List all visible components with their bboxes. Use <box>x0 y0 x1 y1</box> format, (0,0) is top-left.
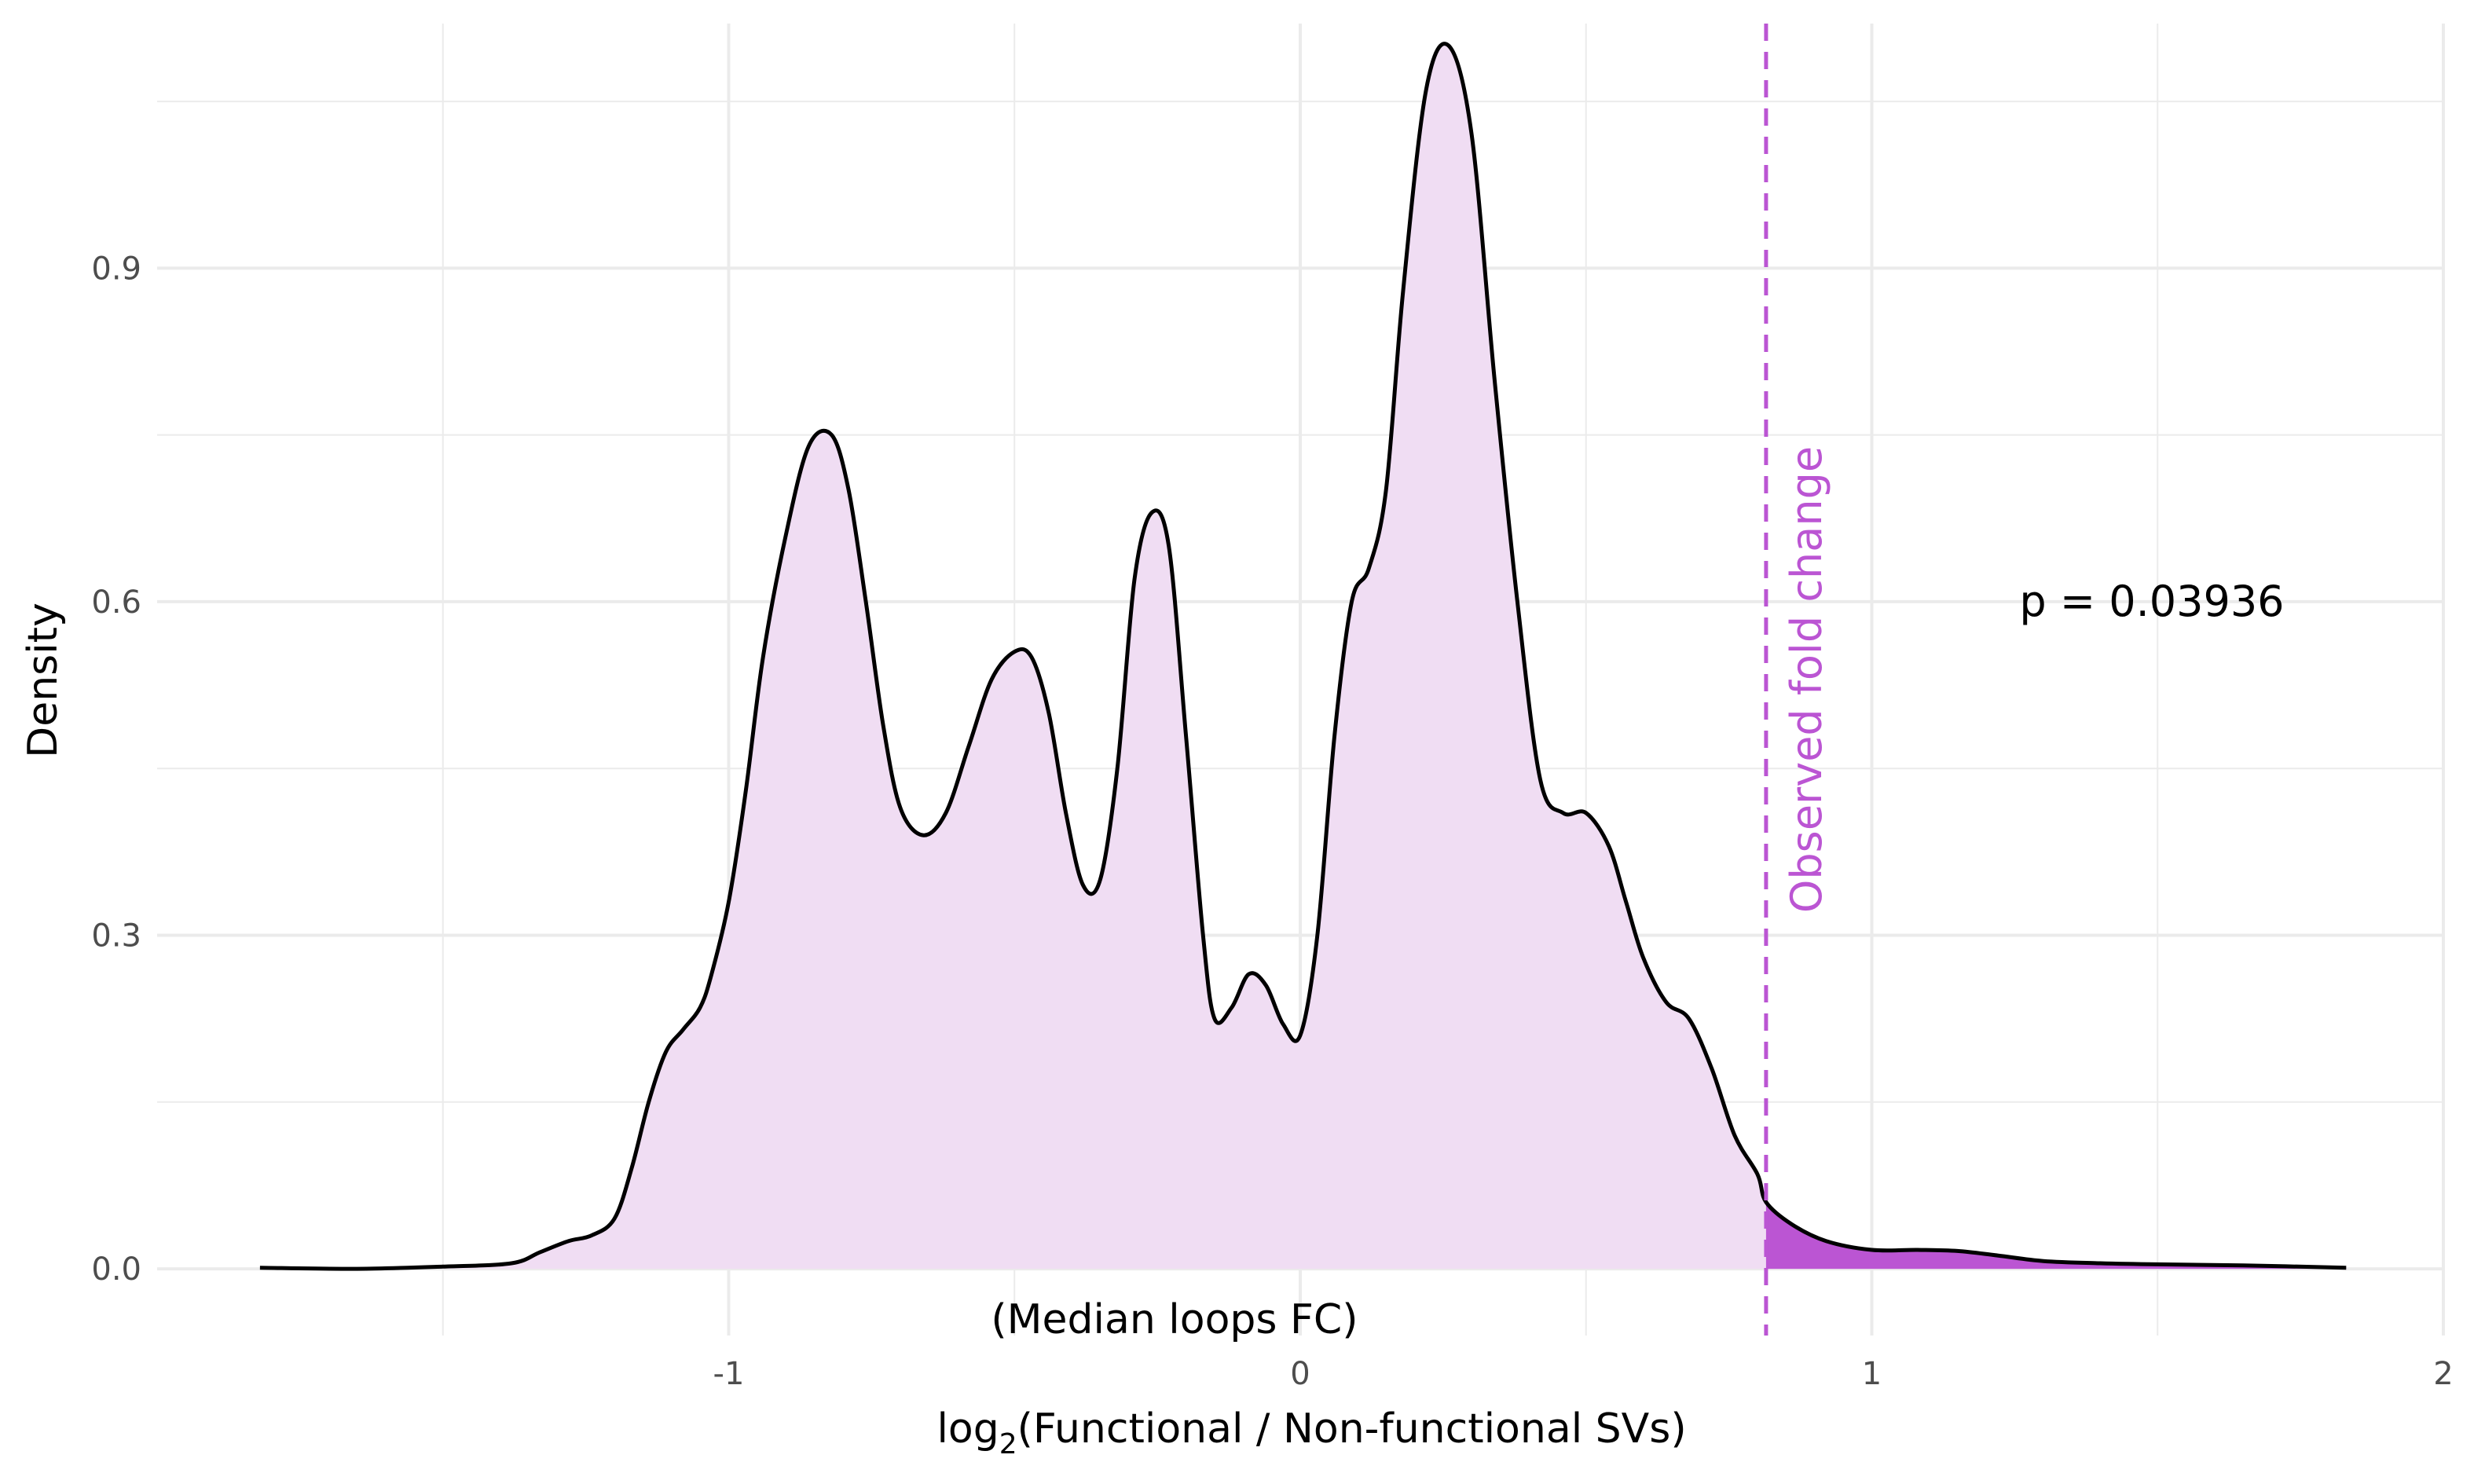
tail-area <box>1765 1202 2347 1270</box>
x-axis-title: log2(Functional / Non-functional SVs) <box>936 1405 1686 1460</box>
density-line <box>259 42 2347 1271</box>
y-axis-title: Density <box>20 603 67 758</box>
y-tick-label: 0.3 <box>91 918 141 955</box>
x-tick-label: 2 <box>2433 1356 2453 1392</box>
x-tick-label: 1 <box>1862 1356 1882 1392</box>
x-axis-title-rest: (Functional / Non-functional SVs) <box>1017 1405 1687 1453</box>
observed-fold-change-label: Observed fold change <box>1782 446 1831 913</box>
median-loops-label: (Median loops FC) <box>991 1296 1358 1343</box>
x-axis-ticks: -1 0 1 2 <box>713 1356 2454 1392</box>
x-axis-title-base: log <box>936 1405 999 1453</box>
y-tick-label: 0.0 <box>91 1251 141 1288</box>
x-tick-label: 0 <box>1290 1356 1310 1392</box>
x-tick-label: -1 <box>713 1356 745 1392</box>
y-tick-label: 0.6 <box>91 584 141 621</box>
density-area <box>259 43 2347 1270</box>
y-axis-ticks: 0.0 0.3 0.6 0.9 <box>91 251 141 1288</box>
x-axis-title-subscript: 2 <box>999 1428 1017 1460</box>
y-tick-label: 0.9 <box>91 251 141 287</box>
p-value-label: p = 0.03936 <box>2019 577 2284 626</box>
